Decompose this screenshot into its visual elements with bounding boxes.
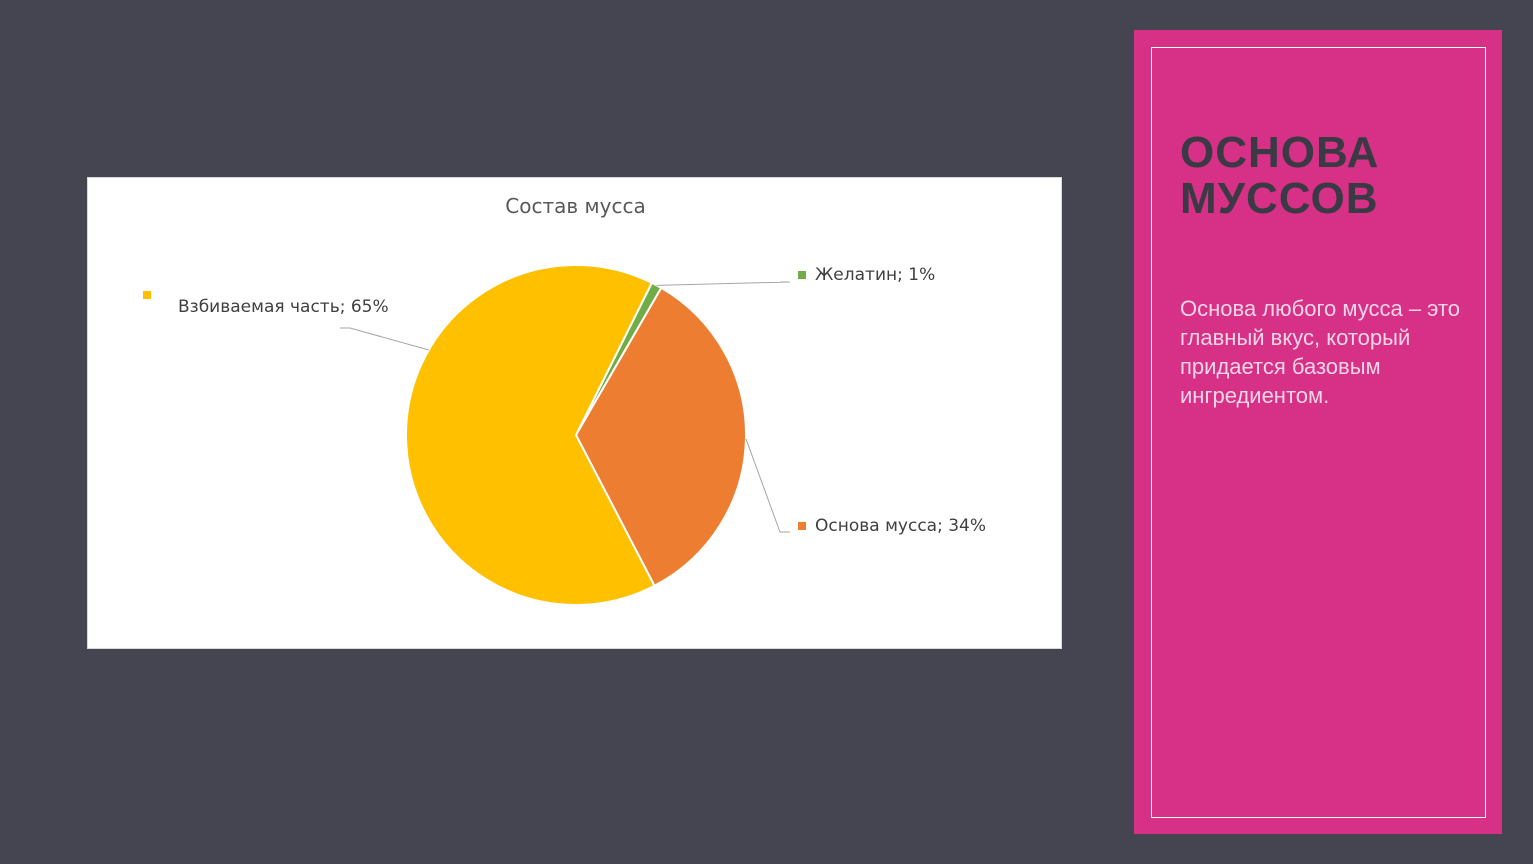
data-label-base: Основа мусса; 34% [815,516,986,536]
leader-line-base [745,438,790,533]
label-swatch-base [798,522,806,530]
chart-title: Состав мусса [505,194,646,218]
leader-line-gelatin [656,281,791,286]
label-swatch-gelatin [798,271,806,279]
data-label-gelatin: Желатин; 1% [815,265,936,285]
slide-body-text: Основа любого мусса – это главный вкус, … [1180,296,1460,408]
slide-title: ОСНОВА МУССОВ [1180,128,1380,223]
leader-line-whipped [340,327,429,351]
pie-slice-whipped [405,264,656,606]
data-label-whipped: Взбиваемая часть; 65% [178,297,389,317]
side-frame [1151,47,1486,818]
pie-chart [340,264,791,606]
chart-card: Состав мусса Взбиваемая часть; 65% Желат… [87,177,1062,649]
side-panel: ОСНОВА МУССОВ Основа любого мусса – это … [1134,30,1502,834]
label-swatch-whipped [143,291,151,299]
